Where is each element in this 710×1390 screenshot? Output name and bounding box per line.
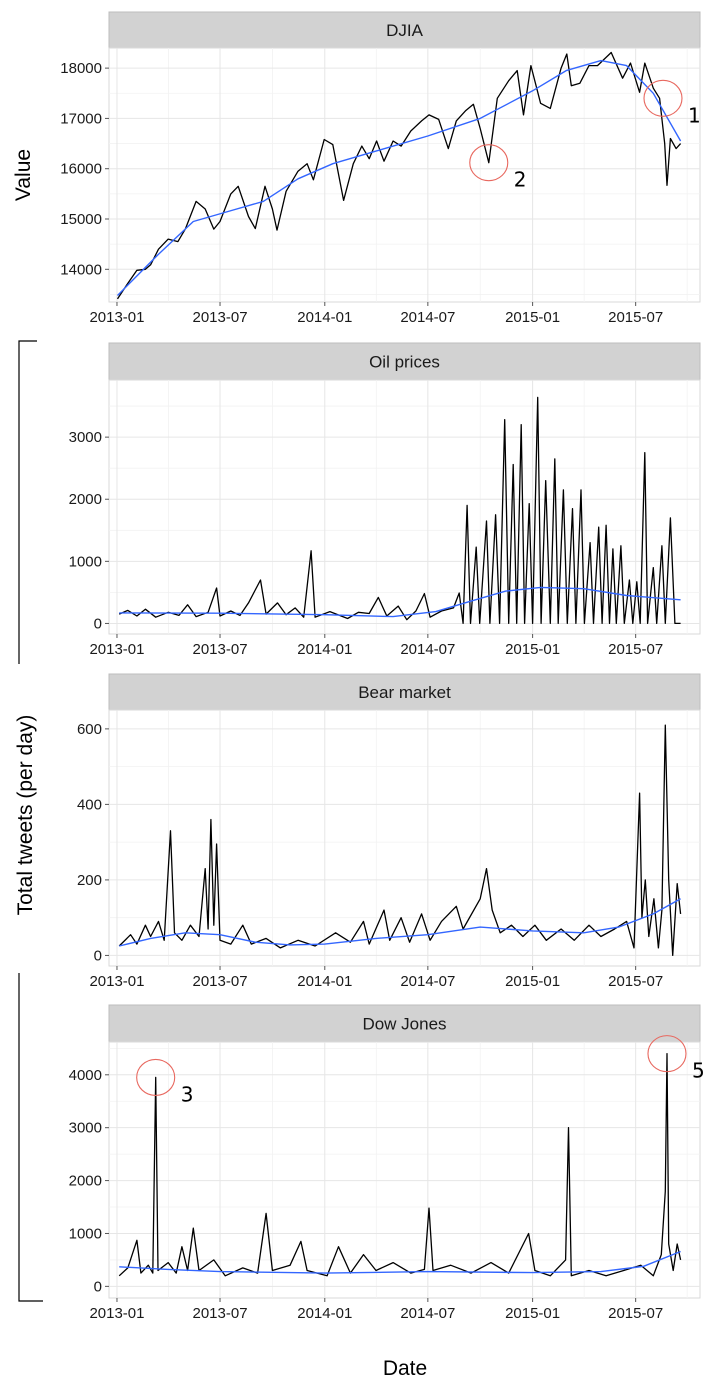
x-tick-label: 2015-01 [505, 973, 560, 990]
x-tick-label: 2014-01 [297, 973, 352, 990]
smooth-trend-line [119, 586, 681, 618]
x-tick-label: 2015-07 [608, 1305, 663, 1322]
annotation-label: 5 [692, 1059, 705, 1083]
y-tick-label: 3000 [69, 1120, 102, 1137]
y-tick-label: 400 [77, 796, 102, 813]
panel-strip [108, 342, 701, 381]
x-tick-label: 2015-07 [608, 641, 663, 658]
y-tick-label: 1000 [69, 553, 102, 570]
series-line [116, 51, 682, 300]
x-tick-label: 2013-01 [89, 641, 144, 658]
x-tick-label: 2014-01 [297, 309, 352, 326]
panel-title: Dow Jones [362, 1015, 446, 1034]
panel-bear-market: Bear market 2013-01 2013-07 2014-01 2014-07 2… [77, 673, 701, 990]
panel-title: DJIA [386, 21, 424, 40]
x-tick-label: 2013-01 [89, 973, 144, 990]
y-tick-label: 15000 [60, 211, 102, 228]
series-line [118, 1052, 682, 1277]
panel-oil-prices: Oil prices 2013-01 2013-07 2014-01 2014-07 20… [69, 342, 701, 658]
annotation-label: 1 [688, 103, 701, 127]
x-tick-label: 2014-07 [400, 973, 455, 990]
y-tick-label: 600 [77, 721, 102, 738]
annotation-circle [643, 79, 683, 117]
x-tick-label: 2013-07 [192, 973, 247, 990]
annotation-circle [136, 1058, 176, 1096]
y-tick-label: 1000 [69, 1225, 102, 1242]
y-axis-bracket-bottom [18, 973, 43, 1302]
y-tick-label: 14000 [60, 261, 102, 278]
smooth-trend-line [119, 1250, 681, 1274]
x-tick-label: 2013-07 [192, 641, 247, 658]
x-tick-label: 2015-01 [505, 309, 560, 326]
x-tick-label: 2014-07 [400, 641, 455, 658]
plot-background [108, 47, 701, 303]
x-tick-label: 2015-07 [608, 309, 663, 326]
annotation-label: 3 [181, 1082, 194, 1106]
x-tick-label: 2014-07 [400, 1305, 455, 1322]
x-tick-label: 2013-01 [89, 309, 144, 326]
y-tick-label: 3000 [69, 429, 102, 446]
y-tick-label: 2000 [69, 491, 102, 508]
x-tick-label: 2013-07 [192, 309, 247, 326]
x-tick-label: 2013-01 [89, 1305, 144, 1322]
y-tick-label: 16000 [60, 161, 102, 178]
x-tick-label: 2014-07 [400, 309, 455, 326]
annotation-label: 2 [514, 168, 527, 192]
y-tick-label: 200 [77, 872, 102, 889]
y-tick-label: 17000 [60, 110, 102, 127]
panel-djia: DJIA 2013-01 2013-07 2014-01 2014-07 2015-01 2… [60, 11, 701, 326]
annotation-circle [647, 1035, 687, 1073]
x-tick-label: 2014-01 [297, 641, 352, 658]
x-tick-label: 2015-07 [608, 973, 663, 990]
y-axis-title-tweets: Total tweets (per day) [14, 715, 37, 916]
x-axis-title: Date [383, 1357, 427, 1380]
annotation-circle [469, 144, 509, 182]
y-tick-label: 0 [94, 1278, 102, 1295]
x-tick-label: 2015-01 [505, 1305, 560, 1322]
plot-background [108, 1041, 701, 1299]
y-tick-label: 0 [94, 947, 102, 964]
x-tick-label: 2014-01 [297, 1305, 352, 1322]
x-tick-label: 2015-01 [505, 641, 560, 658]
y-axis-title-djia: Value [12, 149, 35, 201]
panel-title: Bear market [358, 683, 451, 702]
series-line [118, 396, 681, 625]
y-tick-label: 4000 [69, 1067, 102, 1084]
x-tick-label: 2013-07 [192, 1305, 247, 1322]
y-tick-label: 2000 [69, 1173, 102, 1190]
y-tick-label: 18000 [60, 60, 102, 77]
panel-strip [108, 11, 701, 49]
smooth-trend-line [117, 59, 682, 296]
panel-dow-jones: Dow Jones 2013-01 2013-07 2014-01 2014-07 201… [69, 1004, 705, 1322]
panel-title: Oil prices [369, 353, 440, 372]
panel-strip [108, 673, 701, 711]
y-tick-label: 0 [94, 615, 102, 632]
y-axis-bracket-top [18, 340, 37, 664]
panel-strip [108, 1004, 701, 1043]
smooth-trend-line [119, 898, 681, 947]
